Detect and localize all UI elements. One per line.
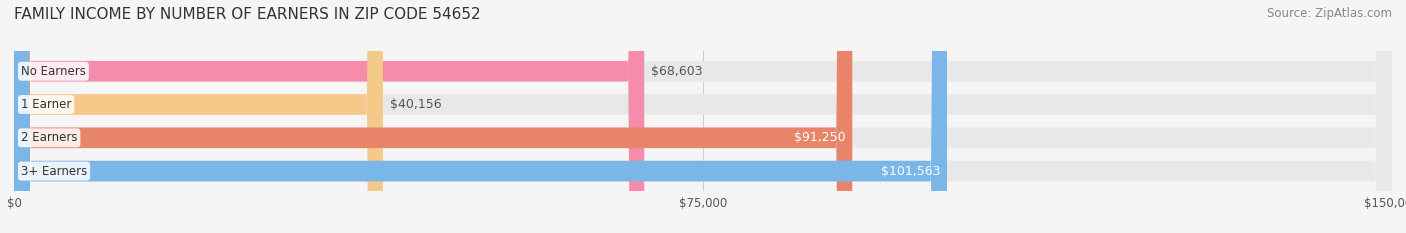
Text: 3+ Earners: 3+ Earners: [21, 164, 87, 178]
Text: 2 Earners: 2 Earners: [21, 131, 77, 144]
FancyBboxPatch shape: [14, 0, 382, 233]
FancyBboxPatch shape: [14, 0, 948, 233]
FancyBboxPatch shape: [14, 0, 1392, 233]
Text: $68,603: $68,603: [651, 65, 703, 78]
Text: FAMILY INCOME BY NUMBER OF EARNERS IN ZIP CODE 54652: FAMILY INCOME BY NUMBER OF EARNERS IN ZI…: [14, 7, 481, 22]
FancyBboxPatch shape: [14, 0, 1392, 233]
Text: 1 Earner: 1 Earner: [21, 98, 72, 111]
Text: Source: ZipAtlas.com: Source: ZipAtlas.com: [1267, 7, 1392, 20]
Text: $101,563: $101,563: [880, 164, 941, 178]
FancyBboxPatch shape: [14, 0, 1392, 233]
FancyBboxPatch shape: [14, 0, 644, 233]
Text: No Earners: No Earners: [21, 65, 86, 78]
Text: $91,250: $91,250: [794, 131, 845, 144]
FancyBboxPatch shape: [14, 0, 1392, 233]
FancyBboxPatch shape: [14, 0, 852, 233]
Text: $40,156: $40,156: [389, 98, 441, 111]
